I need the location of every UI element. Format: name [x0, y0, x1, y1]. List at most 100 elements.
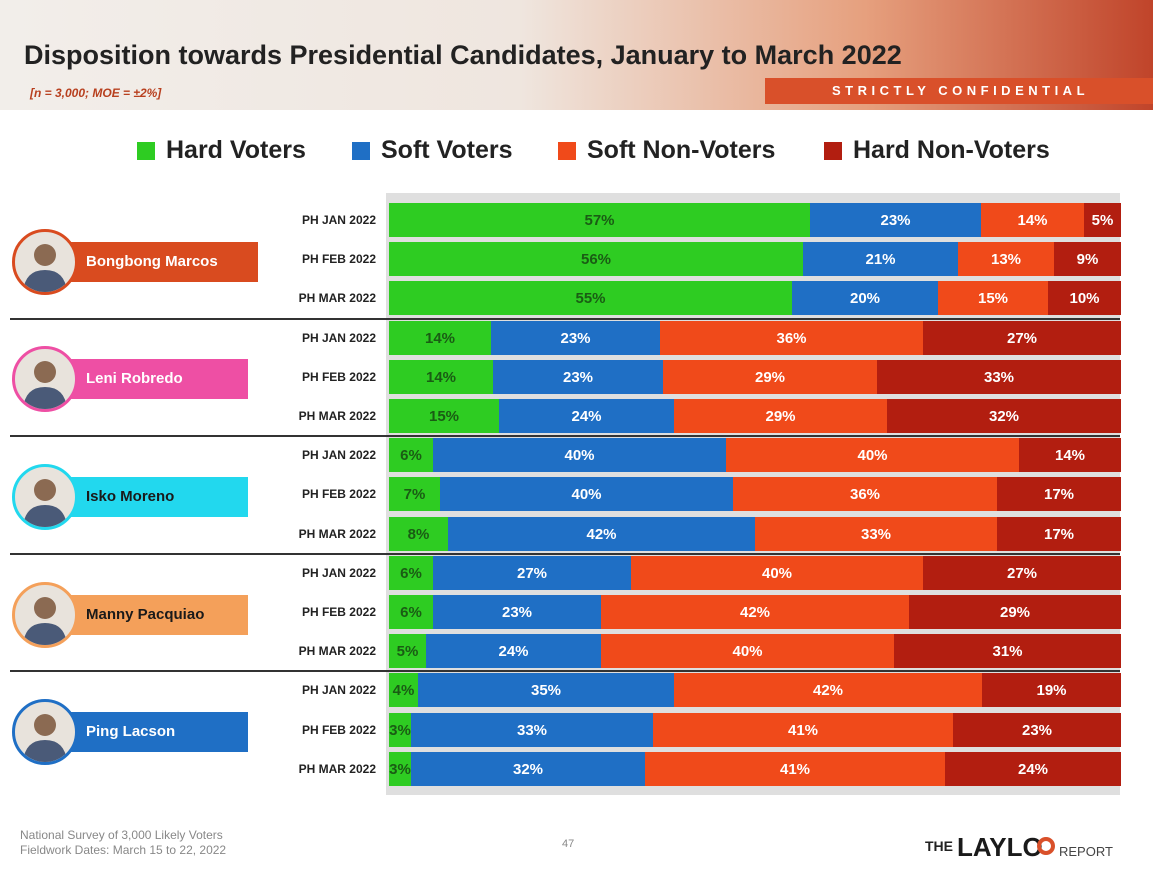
- data-label: 40%: [732, 643, 763, 661]
- data-label: 31%: [992, 643, 1023, 661]
- data-label: 33%: [983, 368, 1015, 386]
- data-label: 55%: [575, 290, 606, 308]
- legend-swatch: [824, 142, 842, 160]
- bar-segment-soft-voters: 40%: [440, 477, 733, 512]
- bar-segment-hard-non-voters: 27%: [923, 555, 1121, 590]
- bar-segment-hard-voters: 14%: [389, 320, 491, 355]
- bar-segment-soft-non-voters: 33%: [755, 516, 997, 551]
- bar-segment-soft-voters: 20%: [792, 281, 938, 316]
- data-label: 41%: [779, 760, 811, 778]
- bar-segment-soft-non-voters: 42%: [674, 673, 982, 708]
- bar-segment-hard-non-voters: 31%: [894, 634, 1121, 669]
- row-label: PH FEB 2022: [301, 722, 376, 737]
- logo-main: LAYLO: [957, 832, 1043, 862]
- group-divider: [10, 552, 1120, 555]
- bar-segment-hard-voters: 7%: [389, 477, 440, 512]
- page-number: 47: [562, 838, 575, 850]
- data-label: 27%: [1006, 329, 1038, 347]
- legend-label: Soft Voters: [381, 136, 513, 164]
- data-label: 40%: [761, 564, 793, 582]
- row-label: PH FEB 2022: [301, 369, 376, 384]
- bar-segment-soft-voters: 35%: [418, 673, 674, 708]
- legend-swatch: [558, 142, 576, 160]
- header-banner: Disposition towards Presidential Candida…: [0, 0, 1153, 110]
- data-label: 3%: [389, 760, 411, 778]
- candidate-photo: [12, 699, 78, 766]
- data-label: 35%: [530, 682, 562, 700]
- stacked-bar: 55% 20% 15% 10%: [389, 281, 1121, 316]
- bar-segment-hard-non-voters: 19%: [982, 673, 1121, 708]
- bar-segment-hard-non-voters: 24%: [945, 751, 1121, 786]
- bar-segment-hard-non-voters: 29%: [909, 595, 1121, 629]
- stacked-bar: 6% 27% 40% 27%: [389, 555, 1121, 590]
- person-icon: [23, 361, 67, 410]
- bar-segment-hard-non-voters: 17%: [997, 477, 1121, 512]
- data-label: 23%: [1021, 721, 1053, 739]
- row-label: PH JAN 2022: [301, 213, 376, 227]
- data-label: 23%: [562, 368, 594, 386]
- bar-segment-soft-voters: 24%: [426, 634, 601, 669]
- candidate-photo: [12, 464, 78, 530]
- bar-segment-soft-voters: 42%: [448, 516, 755, 551]
- legend-label: Soft Non-Voters: [587, 136, 776, 164]
- data-label: 17%: [1043, 486, 1075, 504]
- bar-segment-soft-non-voters: 41%: [645, 751, 945, 786]
- row-label: PH MAR 2022: [298, 761, 376, 776]
- data-label: 23%: [560, 329, 591, 347]
- bar-segment-soft-non-voters: 40%: [631, 555, 923, 590]
- bar-segment-hard-voters: 56%: [389, 242, 803, 277]
- data-label: 29%: [999, 604, 1031, 621]
- data-label: 29%: [765, 408, 796, 425]
- bar-segment-soft-voters: 33%: [411, 712, 653, 747]
- data-label: 57%: [584, 212, 615, 229]
- stacked-bar: 57% 23% 14% 5%: [389, 203, 1121, 237]
- data-label: 17%: [1043, 525, 1075, 543]
- stacked-bar: 7% 40% 36% 17%: [389, 477, 1121, 512]
- bar-segment-soft-non-voters: 40%: [726, 438, 1019, 473]
- bar-segment-hard-non-voters: 10%: [1048, 281, 1121, 316]
- bar-segment-hard-voters: 57%: [389, 203, 810, 237]
- bar-segment-soft-non-voters: 42%: [601, 595, 909, 629]
- legend: Hard Voters Soft Voters Soft Non-Voters Har…: [0, 130, 1153, 170]
- row-label: PH FEB 2022: [301, 487, 376, 502]
- bar-segment-hard-voters: 5%: [389, 634, 426, 669]
- data-label: 14%: [425, 368, 457, 386]
- bar-segment-hard-non-voters: 9%: [1054, 242, 1121, 277]
- legend-label: Hard Non-Voters: [853, 136, 1050, 164]
- group-divider: [10, 317, 1120, 320]
- stacked-bar: 6% 23% 42% 29%: [389, 595, 1121, 629]
- data-label: 33%: [860, 525, 892, 543]
- bar-segment-hard-voters: 15%: [389, 399, 499, 433]
- row-label: PH JAN 2022: [301, 330, 376, 345]
- row-label: PH MAR 2022: [298, 526, 376, 541]
- bar-segment-hard-non-voters: 23%: [953, 712, 1121, 747]
- data-label: 5%: [396, 643, 419, 661]
- bar-segment-soft-non-voters: 15%: [938, 281, 1048, 316]
- data-label: 42%: [812, 682, 844, 700]
- group-divider: [10, 670, 1120, 673]
- data-label: 21%: [865, 251, 896, 269]
- data-label: 19%: [1036, 682, 1067, 700]
- data-label: 23%: [880, 212, 911, 229]
- legend-label: Hard Voters: [166, 136, 306, 164]
- bar-segment-hard-voters: 6%: [389, 595, 433, 629]
- data-label: 13%: [990, 251, 1022, 269]
- bar-segment-soft-voters: 23%: [491, 320, 660, 355]
- data-label: 27%: [1006, 564, 1038, 582]
- data-label: 6%: [400, 604, 422, 621]
- data-label: 27%: [516, 564, 548, 582]
- bar-segment-soft-non-voters: 41%: [653, 712, 953, 747]
- data-label: 10%: [1069, 290, 1100, 308]
- person-icon: [23, 243, 67, 292]
- stacked-bar: 6% 40% 40% 14%: [389, 438, 1121, 473]
- stacked-bar: 8% 42% 33% 17%: [389, 516, 1121, 551]
- data-label: 6%: [400, 564, 422, 582]
- bar-segment-soft-non-voters: 29%: [674, 399, 887, 433]
- bar-segment-soft-non-voters: 29%: [663, 359, 877, 394]
- bar-segment-hard-voters: 6%: [389, 555, 433, 590]
- bar-segment-hard-voters: 14%: [389, 359, 493, 394]
- stacked-bar: 14% 23% 36% 27%: [389, 320, 1121, 355]
- bar-segment-hard-voters: 3%: [389, 751, 411, 786]
- person-icon: [23, 714, 67, 763]
- bar-segment-soft-voters: 32%: [411, 751, 645, 786]
